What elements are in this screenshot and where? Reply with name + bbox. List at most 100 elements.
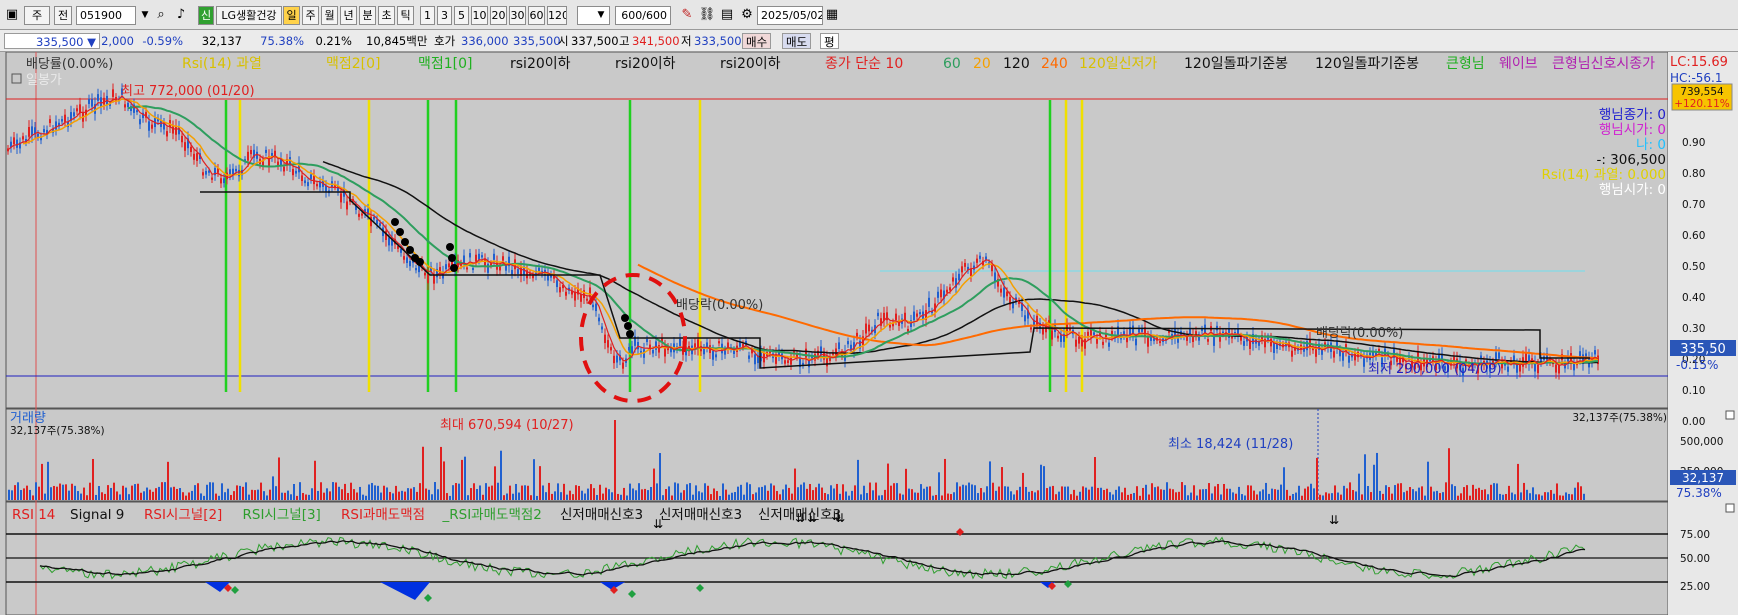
candle-body xyxy=(109,103,111,106)
average-button[interactable]: 평 xyxy=(820,33,839,49)
legend-item: rsi20이하 xyxy=(510,56,571,72)
volume-bar xyxy=(728,494,730,500)
volume-bar xyxy=(662,495,664,500)
settings-icon[interactable]: ⚙ xyxy=(741,7,753,22)
interval-tab[interactable]: 1 xyxy=(420,6,435,25)
candle-body xyxy=(1375,352,1377,357)
volume-bar xyxy=(1052,485,1054,500)
volume-bar xyxy=(707,485,709,500)
chart-settings-icon[interactable] xyxy=(11,73,22,84)
volume-bar xyxy=(1472,484,1474,500)
volume-bar xyxy=(452,485,454,500)
candle-body xyxy=(595,303,597,312)
buy-button[interactable]: 매수 xyxy=(742,33,772,49)
period-tab[interactable]: 년 xyxy=(340,6,357,25)
interval-tab[interactable]: 120 xyxy=(547,6,567,25)
interval-tab[interactable]: 20 xyxy=(490,6,507,25)
volume-bar xyxy=(995,490,997,500)
volume-bar xyxy=(572,494,574,500)
mode-select[interactable]: 주 xyxy=(24,6,50,25)
tool-icon[interactable]: ✎ xyxy=(681,7,693,22)
volume-bar xyxy=(632,488,634,500)
volume-bar xyxy=(1304,488,1306,500)
volume-bar xyxy=(302,492,304,500)
save-icon[interactable]: ▤ xyxy=(720,7,734,22)
candle-body xyxy=(1042,327,1044,335)
candle-body xyxy=(469,253,471,258)
period-tab[interactable]: 초 xyxy=(378,6,395,25)
period-tab[interactable]: 일 xyxy=(283,6,300,25)
interval-tab[interactable]: 3 xyxy=(437,6,452,25)
volume-bar xyxy=(695,485,697,500)
volume-bar xyxy=(758,487,760,500)
candle-body xyxy=(280,158,282,166)
stock-chart[interactable]: ⇊ ⇊ ⇊ ⇊⇊ ⇊ Rsi(14) 과열 맥점2[0] 맥점1[0] rsi20이하 rsi2… xyxy=(0,52,1738,615)
volume-bar xyxy=(44,493,46,500)
interval-tab[interactable]: 60 xyxy=(528,6,545,25)
volume-bar xyxy=(122,485,124,500)
volume-bar xyxy=(296,495,298,500)
volume-bar xyxy=(875,482,877,500)
candle-body xyxy=(1021,302,1023,311)
period-tab[interactable]: 분 xyxy=(359,6,376,25)
stock-code-input[interactable]: 051900 xyxy=(76,6,136,25)
rsi-panel-menu-icon[interactable] xyxy=(1725,503,1735,513)
volume-bar xyxy=(752,494,754,500)
volume-bar xyxy=(578,485,580,500)
interval-tab[interactable]: 30 xyxy=(509,6,526,25)
candle-body xyxy=(1261,335,1263,340)
period-tab[interactable]: 주 xyxy=(302,6,319,25)
count-input[interactable]: 600/600 xyxy=(615,6,671,25)
volume-bar xyxy=(1049,486,1051,500)
prev-button[interactable]: 전 xyxy=(54,6,72,25)
date-input[interactable]: 2025/05/02 xyxy=(757,6,823,25)
volume-bar xyxy=(1523,482,1525,500)
candle-body xyxy=(1168,330,1170,333)
volume-panel-menu-icon[interactable] xyxy=(1725,410,1735,420)
interval-input[interactable] xyxy=(577,6,610,25)
candle-body xyxy=(589,287,591,298)
volume-bar xyxy=(1385,485,1387,500)
volume-bar xyxy=(1526,489,1528,500)
volume-bar xyxy=(344,483,346,500)
volume-bar xyxy=(161,482,163,500)
volume-bar xyxy=(1556,483,1558,500)
volume-bar xyxy=(566,494,568,500)
volume-bar xyxy=(86,495,88,500)
y-axis-area xyxy=(1668,52,1738,615)
candle-body xyxy=(907,328,909,332)
link-icon[interactable]: ⛓ xyxy=(698,7,716,22)
dividend-label-2: 배당락(0.00%) xyxy=(1316,326,1403,341)
volume-bar xyxy=(581,490,583,500)
candle-body xyxy=(1237,329,1239,337)
volume-bar xyxy=(1361,494,1363,500)
calendar-icon[interactable]: ▦ xyxy=(825,7,839,22)
volume-bar xyxy=(1520,492,1522,500)
code-dropdown-icon[interactable]: ▼ xyxy=(141,10,149,20)
volume-bar xyxy=(1055,494,1057,500)
sell-button[interactable]: 매도 xyxy=(782,33,812,49)
candle-body xyxy=(25,139,27,143)
candle-body xyxy=(127,102,129,108)
volume-bar xyxy=(1277,489,1279,500)
candle-body xyxy=(10,141,12,148)
search-icon[interactable]: ⌕ xyxy=(157,7,165,22)
candle-body xyxy=(883,312,885,321)
volume-bar xyxy=(890,485,892,500)
max-volume-label: 최대 670,594 (10/27) xyxy=(440,418,574,433)
chart-type-icon[interactable]: ▣ xyxy=(5,7,19,22)
volume-bar xyxy=(356,492,358,500)
candle-body xyxy=(1402,358,1404,363)
interval-tab[interactable]: 5 xyxy=(454,6,469,25)
period-tab[interactable]: 월 xyxy=(321,6,338,25)
legend-item: 120일돌파기준봉 xyxy=(1315,56,1419,72)
candle-body xyxy=(1501,361,1503,369)
volume-bar xyxy=(1040,464,1042,500)
interval-tab[interactable]: 10 xyxy=(471,6,488,25)
volume-bar xyxy=(761,486,763,500)
speaker-icon[interactable]: ♪ xyxy=(176,7,186,22)
volume-bar xyxy=(971,484,973,500)
interval-dropdown-icon[interactable]: ▼ xyxy=(597,10,605,20)
period-tab[interactable]: 틱 xyxy=(397,6,414,25)
